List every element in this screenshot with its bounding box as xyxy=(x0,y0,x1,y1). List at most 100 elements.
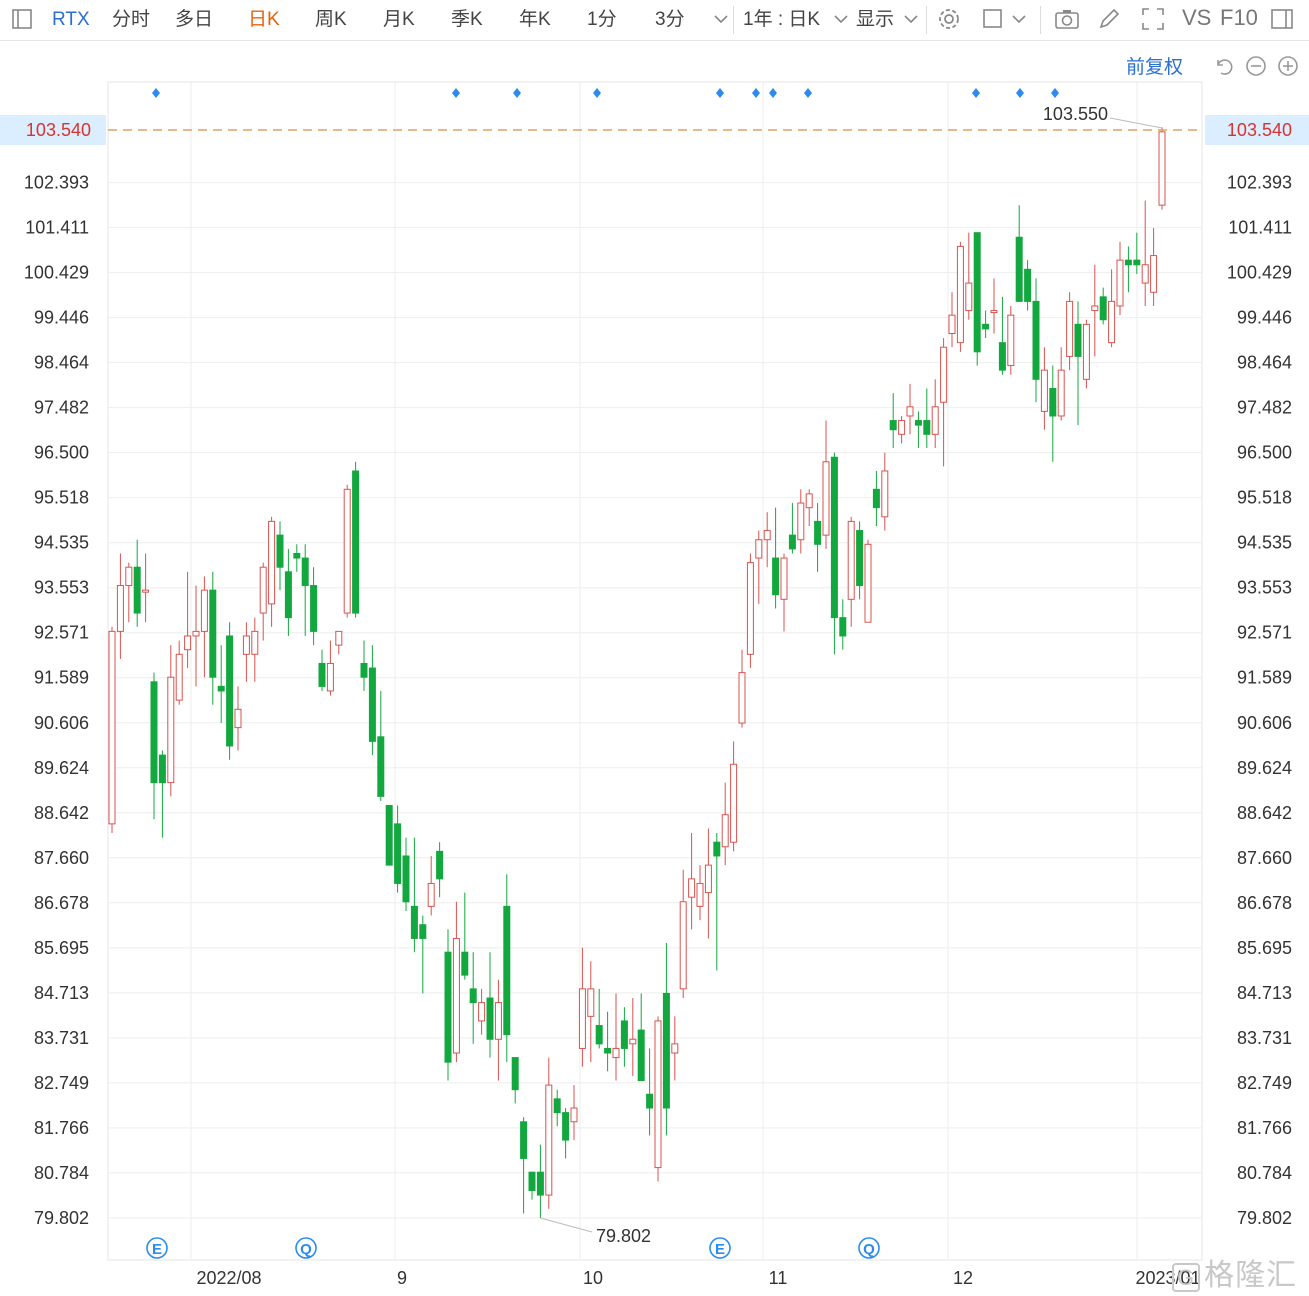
y-axis-label-right: 89.624 xyxy=(1237,758,1292,778)
y-axis-label-left: 100.429 xyxy=(24,263,89,283)
y-axis-label-left: 94.535 xyxy=(34,533,89,553)
undo-icon[interactable] xyxy=(1212,54,1236,78)
candle-body-up xyxy=(578,988,586,1049)
zoom-in-icon[interactable] xyxy=(1276,54,1300,78)
candle-body-down xyxy=(1133,259,1141,266)
y-axis-label-right: 84.713 xyxy=(1237,983,1292,1003)
y-axis-label-left: 102.393 xyxy=(24,173,89,193)
candle-body-up xyxy=(478,1002,486,1022)
price-tag-left: 103.540 xyxy=(26,120,91,140)
chevron-down-icon[interactable] xyxy=(1004,4,1034,34)
candle-body-up xyxy=(343,488,351,614)
plot-area xyxy=(107,81,1203,1261)
marker-label: E xyxy=(715,1241,725,1258)
panel-toggle-icon[interactable] xyxy=(1268,4,1298,34)
candle-body-down xyxy=(133,566,141,614)
f10-button[interactable]: F10 xyxy=(1220,5,1258,30)
candle-body-up xyxy=(545,1084,553,1196)
candle-body-up xyxy=(688,878,696,898)
y-axis-label-left: 84.713 xyxy=(34,983,89,1003)
candle-body-up xyxy=(1066,300,1074,357)
candle-body-down xyxy=(385,805,393,866)
sidebar-toggle-icon[interactable] xyxy=(8,4,38,34)
tab-yearly-k[interactable]: 年K xyxy=(519,9,551,30)
candle-body-down xyxy=(293,552,301,559)
candle-body-down xyxy=(562,1112,570,1141)
gear-icon[interactable] xyxy=(934,4,964,34)
tab-fenshi[interactable]: 分时 xyxy=(112,9,151,30)
low-annotation-leader xyxy=(540,1217,593,1233)
candle-body-up xyxy=(940,346,948,403)
candle-body-up xyxy=(108,630,116,825)
candle-body-down xyxy=(318,662,326,687)
candle-body-down xyxy=(914,420,922,426)
y-axis-label-left: 83.731 xyxy=(34,1028,89,1048)
y-axis-label-left: 80.784 xyxy=(34,1163,89,1183)
candle-body-down xyxy=(788,534,796,550)
event-diamond-icon xyxy=(716,88,724,98)
adjust-mode-button[interactable]: 前复权 xyxy=(1126,57,1184,78)
y-axis-label-right: 101.411 xyxy=(1228,218,1292,238)
candle-body-down xyxy=(839,617,847,637)
candle-body-up xyxy=(721,814,729,848)
candle-body-up xyxy=(755,539,763,559)
y-axis-label-left: 82.749 xyxy=(34,1073,89,1093)
tab-monthly-k[interactable]: 月K xyxy=(383,9,415,30)
x-axis-label: 11 xyxy=(769,1268,788,1288)
chevron-down-icon[interactable] xyxy=(706,4,736,34)
candle-body-up xyxy=(259,566,267,614)
tab-daily-k[interactable]: 日K xyxy=(248,9,280,30)
candle-body-up xyxy=(696,882,704,907)
y-axis-label-left: 91.589 xyxy=(34,668,89,688)
tab-weekly-k[interactable]: 周K xyxy=(315,9,347,30)
high-annotation-leader xyxy=(1109,117,1163,129)
candle-body-up xyxy=(494,1002,502,1040)
candle-body-up xyxy=(671,1043,679,1054)
y-axis-label-left: 92.571 xyxy=(34,623,89,643)
y-axis-label-right: 99.446 xyxy=(1237,308,1292,328)
candle-body-down xyxy=(637,1029,645,1082)
event-diamond-icon xyxy=(1016,88,1024,98)
camera-icon[interactable] xyxy=(1052,4,1082,34)
square-icon[interactable] xyxy=(978,4,1008,34)
candle-body-down xyxy=(520,1121,528,1159)
chevron-down-icon[interactable] xyxy=(896,4,926,34)
candle-body-down xyxy=(814,520,822,545)
tab-quarterly-k[interactable]: 季K xyxy=(451,9,483,30)
candle-body-down xyxy=(1099,296,1107,321)
candle-body-up xyxy=(326,662,334,692)
y-axis-label-left: 96.500 xyxy=(34,443,89,463)
x-axis-label: 10 xyxy=(583,1268,603,1288)
candle-body-down xyxy=(217,685,225,692)
event-diamond-icon xyxy=(972,88,980,98)
candle-body-up xyxy=(738,672,746,724)
candle-body-down xyxy=(158,754,166,784)
y-axis-label-left: 90.606 xyxy=(34,713,89,733)
tab-1min[interactable]: 1分 xyxy=(587,9,617,30)
tab-multiday[interactable]: 多日 xyxy=(175,9,214,30)
vs-button[interactable]: VS xyxy=(1182,5,1212,30)
tab-3min[interactable]: 3分 xyxy=(655,9,685,30)
zoom-out-icon[interactable] xyxy=(1244,54,1268,78)
pencil-icon[interactable] xyxy=(1094,4,1124,34)
y-axis-label-left: 99.446 xyxy=(34,308,89,328)
candle-body-down xyxy=(553,1098,561,1114)
event-diamond-icon xyxy=(752,88,760,98)
display-select[interactable]: 显示 xyxy=(856,9,895,30)
symbol-label[interactable]: RTX xyxy=(52,9,90,30)
y-axis-label-right: 100.429 xyxy=(1227,263,1292,283)
candle-body-up xyxy=(948,314,956,334)
chevron-down-icon[interactable] xyxy=(826,4,856,34)
candle-body-up xyxy=(116,585,124,632)
period-select[interactable]: 1年 : 日K xyxy=(743,9,821,30)
candle-body-up xyxy=(654,1020,662,1169)
y-axis-label-left: 86.678 xyxy=(34,893,89,913)
fullscreen-icon[interactable] xyxy=(1138,4,1168,34)
candle-body-up xyxy=(192,630,200,637)
candle-body-up xyxy=(797,502,805,541)
candle-body-up xyxy=(679,901,687,990)
x-axis-label: 2022/08 xyxy=(196,1268,261,1288)
candle-body-down xyxy=(1074,323,1082,357)
y-axis-label-left: 85.695 xyxy=(34,938,89,958)
